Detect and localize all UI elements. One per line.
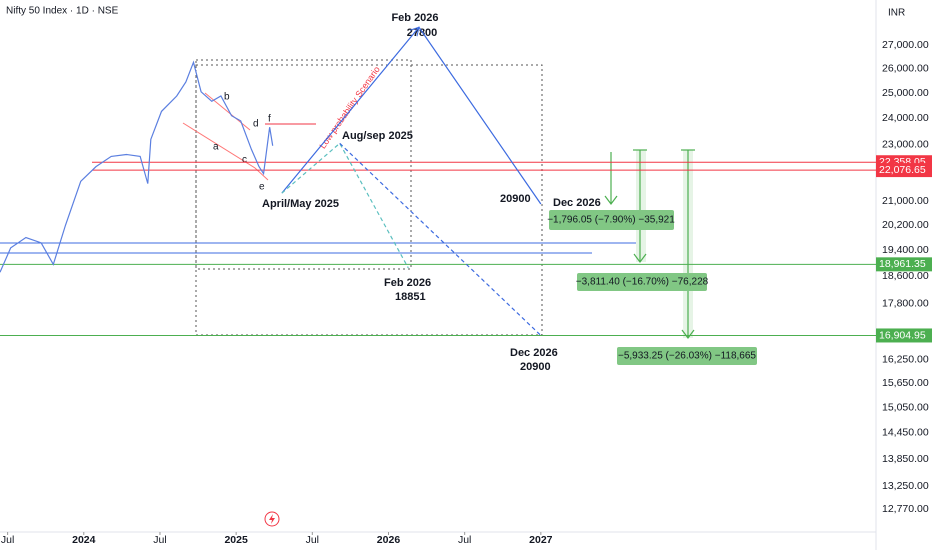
y-tick-label: 17,800.00 (882, 297, 929, 309)
wave-channel (204, 92, 251, 131)
level-label: 18,961.35 (879, 258, 926, 270)
y-tick-label: 26,000.00 (882, 63, 929, 75)
x-tick-label: Jul (458, 534, 471, 546)
annotation: 20900 (500, 193, 531, 205)
series-line (0, 60, 274, 273)
x-tick-label: Jul (153, 534, 166, 546)
y-tick-label: 16,250.00 (882, 354, 929, 366)
wave-label: b (224, 92, 230, 103)
y-tick-label: 15,650.00 (882, 377, 929, 389)
wave-label: e (259, 182, 265, 193)
x-tick-label: 2026 (377, 534, 401, 546)
event-icon[interactable] (264, 511, 280, 527)
event-icon (269, 514, 275, 524)
x-tick-label: 2027 (529, 534, 553, 546)
y-tick-label: 25,000.00 (882, 87, 929, 99)
measure-label: −5,933.25 (−26.03%) −118,665 (618, 351, 756, 362)
wave-label: f (268, 114, 271, 125)
level-tag (876, 328, 932, 343)
y-tick-label: 27,000.00 (882, 39, 929, 51)
arrow-head (409, 26, 420, 37)
y-tick-label: 20,200.00 (882, 219, 929, 231)
y-tick-label: 23,000.00 (882, 138, 929, 150)
annotation: Dec 2026 (553, 197, 601, 209)
y-tick-label: 24,000.00 (882, 112, 929, 124)
annotation: 27800 (407, 27, 438, 39)
y-tick-label: 18,600.00 (882, 270, 929, 282)
series-line (281, 142, 409, 269)
measure-arrows (604, 149, 695, 339)
x-tick-label: 2024 (72, 534, 96, 546)
range-box (195, 59, 412, 270)
series-line (339, 142, 542, 336)
y-tick-label: 13,250.00 (882, 480, 929, 492)
y-tick-label: 21,000.00 (882, 195, 929, 207)
wave-label: c (242, 155, 247, 166)
level-label: 22,076.65 (879, 164, 926, 176)
annotation: April/May 2025 (262, 198, 339, 210)
annotation: Aug/sep 2025 (342, 130, 413, 142)
annotation: Dec 2026 (510, 347, 558, 359)
measure-box (549, 210, 674, 230)
level-tag (876, 257, 932, 272)
annotation: 18851 (395, 291, 426, 303)
annotation: Feb 2026 (384, 277, 431, 289)
measure-band (636, 150, 646, 262)
x-tick-label: Jul (306, 534, 319, 546)
y-tick-label: 19,400.00 (882, 244, 929, 256)
measure-box (577, 273, 707, 291)
wave-channel (182, 122, 269, 181)
wave-label: a (213, 142, 219, 153)
range-box (195, 64, 543, 336)
level-label: 16,904.95 (879, 329, 926, 341)
chart-title: Nifty 50 Index · 1D · NSE (6, 6, 119, 17)
currency: INR (888, 8, 905, 19)
x-tick-label: 2025 (224, 534, 248, 546)
annotation: Feb 2026 (391, 12, 438, 24)
y-tick-label: 13,850.00 (882, 453, 929, 465)
level-tag (876, 163, 932, 178)
y-tick-label: 14,450.00 (882, 426, 929, 438)
measure-label: −3,811.40 (−16.70%) −76,228 (576, 277, 709, 288)
measure-label: −1,796.05 (−7.90%) −35,921 (547, 215, 675, 226)
y-tick-label: 15,050.00 (882, 401, 929, 413)
measure-box (617, 347, 757, 365)
annotation: 20900 (520, 361, 551, 373)
wave-label: d (253, 119, 259, 130)
x-tick-label: Jul (1, 534, 14, 546)
y-tick-label: 12,770.00 (882, 503, 929, 515)
